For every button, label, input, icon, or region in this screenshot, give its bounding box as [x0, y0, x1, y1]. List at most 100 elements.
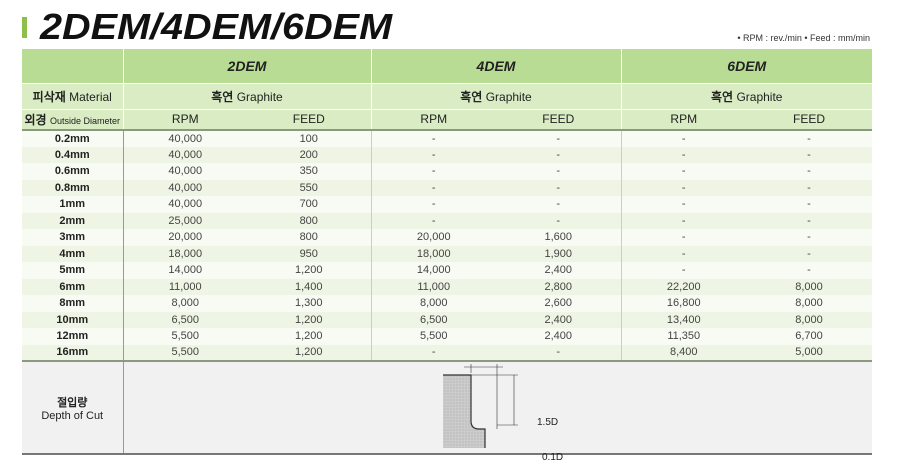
rpm-cell: -: [371, 130, 496, 147]
rpm-cell: 5,500: [371, 328, 496, 345]
rpm-cell: 40,000: [123, 130, 247, 147]
feed-cell: 1,600: [496, 229, 622, 246]
feed-cell: 100: [247, 130, 372, 147]
feed-cell: -: [746, 262, 872, 279]
diameter-cell: 0.4mm: [22, 146, 124, 163]
table-row: 5mm 14,000 1,200 14,000 2,400- -: [22, 262, 872, 279]
table-row: 0.8mm 40,000 550- - - -: [22, 179, 872, 196]
feed-cell: 8,000: [746, 311, 872, 328]
rpm-header: RPM: [122, 109, 247, 131]
rpm-cell: 40,000: [123, 163, 247, 180]
diameter-cell: 1mm: [22, 196, 124, 213]
diameter-cell: 10mm: [22, 311, 124, 328]
rpm-cell: 13,400: [621, 311, 746, 328]
rpm-cell: 40,000: [123, 146, 247, 163]
diameter-cell: 4mm: [22, 245, 124, 262]
feed-cell: -: [496, 196, 622, 213]
feed-cell: -: [746, 130, 872, 147]
feed-cell: 700: [247, 196, 372, 213]
diameter-cell: 0.8mm: [22, 179, 124, 196]
rpm-cell: 25,000: [123, 212, 247, 229]
feed-cell: 800: [247, 212, 372, 229]
feed-cell: -: [746, 229, 872, 246]
depth-label: 0.1D: [542, 452, 564, 463]
feed-cell: 2,400: [496, 262, 622, 279]
feed-cell: 6,700: [746, 328, 872, 345]
rpm-cell: -: [371, 212, 496, 229]
rpm-header: RPM: [620, 109, 746, 131]
diameter-label: 외경 Outside Diameter: [22, 109, 123, 131]
rpm-cell: -: [371, 163, 496, 180]
rpm-cell: 20,000: [371, 229, 496, 246]
material-value: 흑연 Graphite: [370, 83, 621, 110]
rpm-cell: 22,200: [621, 278, 746, 295]
rpm-cell: 6,500: [371, 311, 496, 328]
table-row: 2mm 25,000 800- - - -: [22, 212, 872, 229]
rpm-cell: 40,000: [123, 179, 247, 196]
rpm-cell: 8,000: [371, 295, 496, 312]
feed-cell: -: [496, 163, 622, 180]
rpm-cell: -: [621, 229, 746, 246]
depth-of-cut-illustration: [442, 364, 518, 448]
feed-cell: -: [496, 130, 622, 147]
diameter-cell: 2mm: [22, 212, 124, 229]
diameter-cell: 3mm: [22, 229, 124, 246]
feed-cell: 5,000: [746, 344, 872, 361]
diameter-cell: 12mm: [22, 328, 124, 345]
feed-cell: 950: [247, 245, 372, 262]
rpm-cell: 18,000: [371, 245, 496, 262]
depth-of-cut-label: 절입량 Depth of Cut: [22, 360, 124, 455]
corner-cell: [22, 49, 123, 84]
material-label: 피삭재 Material: [22, 83, 123, 110]
table-row: 6mm 11,000 1,400 11,000 2,800 22,200 8,000: [22, 278, 872, 295]
rpm-cell: 14,000: [371, 262, 496, 279]
feed-cell: -: [496, 344, 622, 361]
feed-cell: 8,000: [746, 278, 872, 295]
rpm-cell: -: [371, 196, 496, 213]
feed-cell: 1,400: [247, 278, 372, 295]
rpm-cell: 18,000: [123, 245, 247, 262]
feed-cell: 350: [247, 163, 372, 180]
rpm-cell: -: [621, 163, 746, 180]
feed-cell: 200: [247, 146, 372, 163]
feed-cell: -: [746, 212, 872, 229]
table-row: 16mm 5,500 1,200- -8,400 5,000: [22, 344, 872, 361]
rpm-cell: -: [371, 179, 496, 196]
table-row: 8mm 8,000 1,300 8,000 2,600 16,800 8,000: [22, 295, 872, 312]
feed-cell: 2,800: [496, 278, 622, 295]
rpm-cell: -: [621, 179, 746, 196]
rpm-cell: -: [621, 212, 746, 229]
feed-header: FEED: [247, 109, 371, 131]
rpm-cell: 6,500: [123, 311, 247, 328]
table-row: 3mm 20,000 800 20,000 1,600- -: [22, 229, 872, 246]
feed-cell: -: [746, 163, 872, 180]
table-row: 0.2mm 40,000 100- - - -: [22, 130, 872, 147]
rpm-cell: 14,000: [123, 262, 247, 279]
feed-cell: -: [496, 212, 622, 229]
feed-cell: 1,200: [247, 262, 372, 279]
depth-of-cut-diagram: 1.5D 0.1D: [123, 360, 872, 463]
feed-cell: 1,200: [247, 344, 372, 361]
table-row: 0.4mm 40,000 200- - - -: [22, 146, 872, 163]
feed-header: FEED: [496, 109, 621, 131]
diameter-cell: 6mm: [22, 278, 124, 295]
page-title: 2DEM/4DEM/6DEM: [40, 6, 393, 47]
rpm-cell: 16,800: [621, 295, 746, 312]
feed-cell: -: [746, 196, 872, 213]
feed-cell: 550: [247, 179, 372, 196]
feed-cell: -: [746, 179, 872, 196]
group-header: 4DEM: [370, 49, 621, 84]
group-header: 2DEM: [122, 49, 371, 84]
diameter-cell: 0.6mm: [22, 163, 124, 180]
rpm-cell: -: [621, 245, 746, 262]
table-row: 10mm 6,500 1,200 6,500 2,400 13,400 8,000: [22, 311, 872, 328]
rpm-cell: -: [621, 130, 746, 147]
rpm-cell: -: [621, 196, 746, 213]
feed-cell: -: [496, 179, 622, 196]
material-value: 흑연 Graphite: [620, 83, 872, 110]
feed-header: FEED: [746, 109, 872, 131]
rpm-cell: 5,500: [123, 328, 247, 345]
diameter-cell: 0.2mm: [22, 130, 124, 147]
feed-cell: 2,600: [496, 295, 622, 312]
table-row: 0.6mm 40,000 350- - - -: [22, 163, 872, 180]
